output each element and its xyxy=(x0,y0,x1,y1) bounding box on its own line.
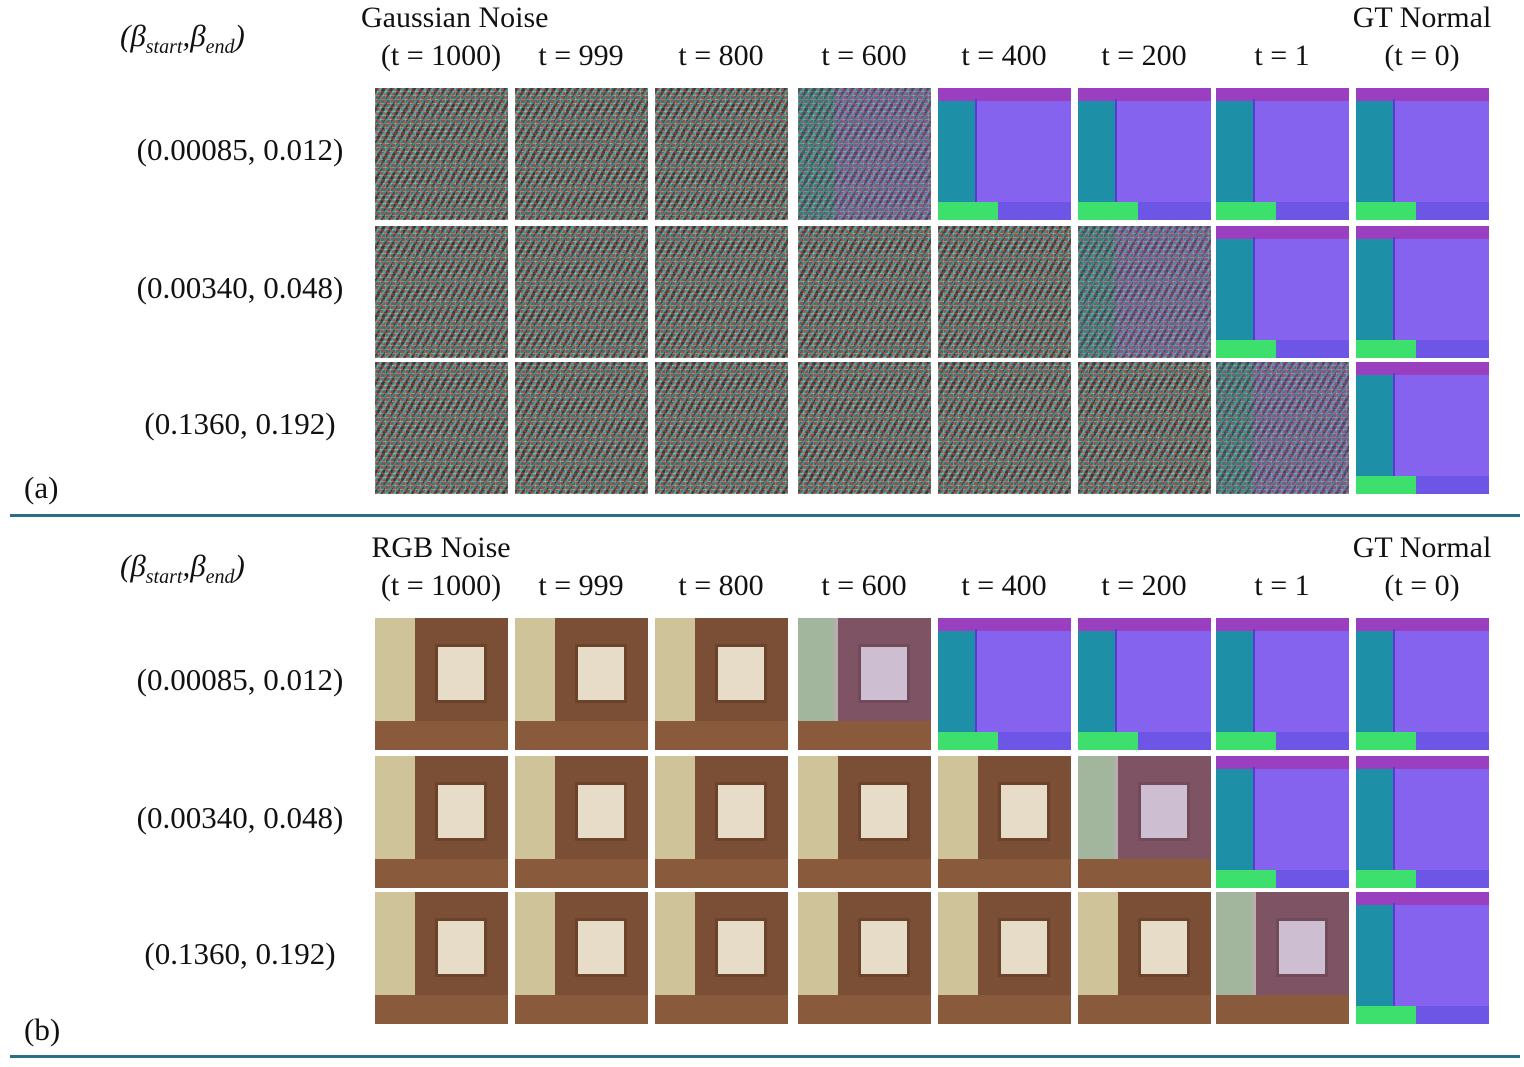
rgb-scene-image xyxy=(375,618,508,750)
column-title: GT Normal xyxy=(1352,1,1492,34)
normal-map-image xyxy=(1216,226,1349,358)
noise-image xyxy=(655,226,788,358)
column-timestep: t = 1 xyxy=(1254,569,1310,602)
column-timestep: (t = 0) xyxy=(1384,39,1460,72)
panel-tag: (a) xyxy=(24,470,59,505)
normal-map-image xyxy=(938,618,1071,750)
noise-image xyxy=(515,88,648,220)
noise-image xyxy=(375,226,508,358)
rgb-scene-image xyxy=(655,618,788,750)
noise-image xyxy=(798,88,931,220)
column-title: Gaussian Noise xyxy=(361,1,549,34)
rgb-scene-image xyxy=(938,892,1071,1024)
normal-map-image xyxy=(1078,88,1211,220)
normal-map-image xyxy=(1356,362,1489,494)
noise-image xyxy=(655,88,788,220)
column-timestep: (t = 0) xyxy=(1384,569,1460,602)
noise-image xyxy=(938,226,1071,358)
row-label: (0.00340, 0.048) xyxy=(136,800,344,835)
rgb-scene-image xyxy=(1216,892,1349,1024)
beta-header: (βstart,βend) xyxy=(120,548,245,589)
rgb-scene-image xyxy=(798,618,931,750)
normal-map-image xyxy=(1356,892,1489,1024)
normal-map-image xyxy=(1356,88,1489,220)
rgb-scene-image xyxy=(798,892,931,1024)
panel-b: (βstart,βend) RGB Noise (t = 1000) t = 999… xyxy=(0,530,1524,1067)
rgb-scene-image xyxy=(515,618,648,750)
rgb-scene-image xyxy=(655,892,788,1024)
column-timestep: t = 1 xyxy=(1254,39,1310,72)
column-timestep: t = 400 xyxy=(961,569,1047,602)
normal-map-image xyxy=(1356,618,1489,750)
normal-map-image xyxy=(1216,88,1349,220)
row-label: (0.00085, 0.012) xyxy=(136,662,344,697)
noise-image xyxy=(515,362,648,494)
rgb-scene-image xyxy=(655,756,788,888)
row-label: (0.00085, 0.012) xyxy=(136,132,344,167)
column-timestep: t = 400 xyxy=(961,39,1047,72)
rgb-scene-image xyxy=(798,756,931,888)
noise-image xyxy=(375,362,508,494)
column-timestep: t = 200 xyxy=(1101,569,1187,602)
normal-map-image xyxy=(1216,618,1349,750)
row-label: (0.00340, 0.048) xyxy=(136,270,344,305)
noise-image xyxy=(515,226,648,358)
noise-image xyxy=(375,88,508,220)
normal-map-image xyxy=(1356,226,1489,358)
rgb-scene-image xyxy=(938,756,1071,888)
column-timestep: (t = 1000) xyxy=(380,39,502,72)
noise-image xyxy=(655,362,788,494)
normal-map-image xyxy=(1356,756,1489,888)
panel-a: (βstart,βend) Gaussian Noise (t = 1000) t … xyxy=(0,0,1524,520)
row-label: (0.1360, 0.192) xyxy=(144,936,336,971)
normal-map-image xyxy=(1216,756,1349,888)
rgb-scene-image xyxy=(515,756,648,888)
normal-map-image xyxy=(938,88,1071,220)
column-title: GT Normal xyxy=(1352,531,1492,564)
normal-map-image xyxy=(1078,618,1211,750)
rgb-scene-image xyxy=(375,756,508,888)
column-timestep: t = 800 xyxy=(678,569,764,602)
rgb-scene-image xyxy=(1078,892,1211,1024)
column-timestep: t = 600 xyxy=(821,39,907,72)
divider xyxy=(10,514,1520,517)
noise-image xyxy=(1216,362,1349,494)
noise-image xyxy=(1078,226,1211,358)
column-timestep: t = 600 xyxy=(821,569,907,602)
row-label: (0.1360, 0.192) xyxy=(144,406,336,441)
noise-image xyxy=(798,226,931,358)
rgb-scene-image xyxy=(1078,756,1211,888)
rgb-scene-image xyxy=(375,892,508,1024)
column-timestep: t = 999 xyxy=(538,569,624,602)
column-timestep: (t = 1000) xyxy=(380,569,502,602)
column-timestep: t = 999 xyxy=(538,39,624,72)
divider xyxy=(10,1055,1520,1058)
column-timestep: t = 200 xyxy=(1101,39,1187,72)
column-title: RGB Noise xyxy=(371,531,511,564)
panel-tag: (b) xyxy=(24,1012,61,1047)
rgb-scene-image xyxy=(515,892,648,1024)
column-timestep: t = 800 xyxy=(678,39,764,72)
beta-header: (βstart,βend) xyxy=(120,18,245,59)
noise-image xyxy=(798,362,931,494)
noise-image xyxy=(1078,362,1211,494)
noise-image xyxy=(938,362,1071,494)
